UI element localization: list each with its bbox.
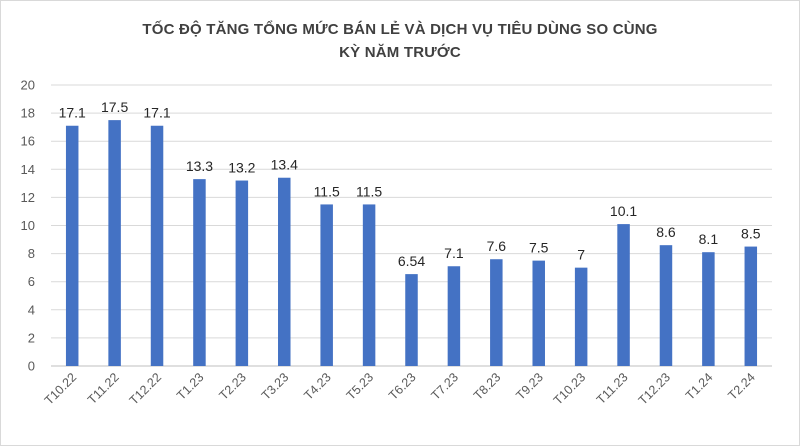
bar xyxy=(405,274,418,366)
data-label: 8.6 xyxy=(656,224,676,240)
y-tick-label: 0 xyxy=(28,359,35,374)
data-label: 17.1 xyxy=(59,105,86,121)
data-label: 7.5 xyxy=(529,240,549,256)
chart-title-line-1: TỐC ĐỘ TĂNG TỔNG MỨC BÁN LẺ VÀ DỊCH VỤ T… xyxy=(142,21,658,38)
y-tick-label: 14 xyxy=(21,162,35,177)
data-label: 7.1 xyxy=(444,245,464,261)
x-tick-label: T12.22 xyxy=(127,370,164,407)
chart-title-line-2: KỲ NĂM TRƯỚC xyxy=(339,44,461,61)
y-tick-label: 4 xyxy=(28,302,35,317)
x-tick-label: T9.23 xyxy=(513,370,546,403)
data-label: 11.5 xyxy=(314,183,340,199)
bar xyxy=(108,120,121,366)
y-tick-label: 12 xyxy=(21,190,35,205)
x-tick-label: T11.23 xyxy=(594,370,631,407)
y-tick-label: 20 xyxy=(21,78,35,93)
bar xyxy=(193,179,206,366)
bar xyxy=(235,180,249,366)
bar xyxy=(659,245,673,366)
data-label: 7.6 xyxy=(487,238,507,254)
data-labels: 17.1 17.5 17.1 13.3 13.2 13.4 11.5 11.5 6.54 7.1 7… xyxy=(59,99,761,269)
x-tick-label: T2.23 xyxy=(216,370,249,403)
data-label: 17.5 xyxy=(101,99,128,115)
x-tick-label: T10.22 xyxy=(42,370,79,407)
bar xyxy=(447,266,461,366)
bar xyxy=(65,125,79,367)
data-label: 13.3 xyxy=(186,158,213,174)
x-axis: T10.22 T11.22 T12.22 T1.23 T2.23 T3.23 T4.23 T5… xyxy=(42,370,758,407)
data-label: 6.54 xyxy=(398,253,425,269)
y-tick-label: 8 xyxy=(28,246,35,261)
x-tick-label: T1.23 xyxy=(174,370,207,403)
bar xyxy=(490,259,503,366)
chart-title: TỐC ĐỘ TĂNG TỔNG MỨC BÁN LẺ VÀ DỊCH VỤ T… xyxy=(0,18,800,64)
bar xyxy=(744,246,758,366)
y-axis: 0 2 4 6 8 10 12 14 16 18 20 xyxy=(21,78,35,374)
bar xyxy=(617,224,630,366)
x-tick-label: T1.24 xyxy=(683,370,716,403)
y-tick-label: 18 xyxy=(21,106,35,121)
bar xyxy=(278,177,291,366)
x-tick-label: T3.23 xyxy=(259,370,292,403)
data-label: 7 xyxy=(577,247,585,263)
data-label: 13.4 xyxy=(271,157,298,173)
x-tick-label: T6.23 xyxy=(386,370,419,403)
y-tick-label: 6 xyxy=(28,274,35,289)
x-tick-label: T4.23 xyxy=(301,370,334,403)
x-tick-label: T8.23 xyxy=(471,370,504,403)
x-tick-label: T11.22 xyxy=(85,370,122,407)
y-tick-label: 2 xyxy=(28,330,35,345)
x-tick-label: T10.23 xyxy=(551,370,588,407)
data-label: 10.1 xyxy=(610,203,637,219)
data-label: 17.1 xyxy=(143,105,170,121)
x-tick-label: T5.23 xyxy=(344,370,377,403)
bars xyxy=(65,120,758,367)
bar xyxy=(574,267,588,366)
bar xyxy=(702,252,715,366)
bar xyxy=(150,125,164,367)
y-tick-label: 10 xyxy=(21,218,35,233)
x-tick-label: T12.23 xyxy=(636,370,673,407)
y-tick-label: 16 xyxy=(21,134,35,149)
bar xyxy=(320,204,333,366)
data-label: 13.2 xyxy=(228,160,255,176)
data-label: 11.5 xyxy=(356,183,382,199)
x-tick-label: T7.23 xyxy=(429,370,462,403)
bar xyxy=(532,260,545,366)
data-label: 8.5 xyxy=(741,226,761,242)
bar xyxy=(362,204,376,366)
x-tick-label: T2.24 xyxy=(725,370,758,403)
data-label: 8.1 xyxy=(699,231,719,247)
